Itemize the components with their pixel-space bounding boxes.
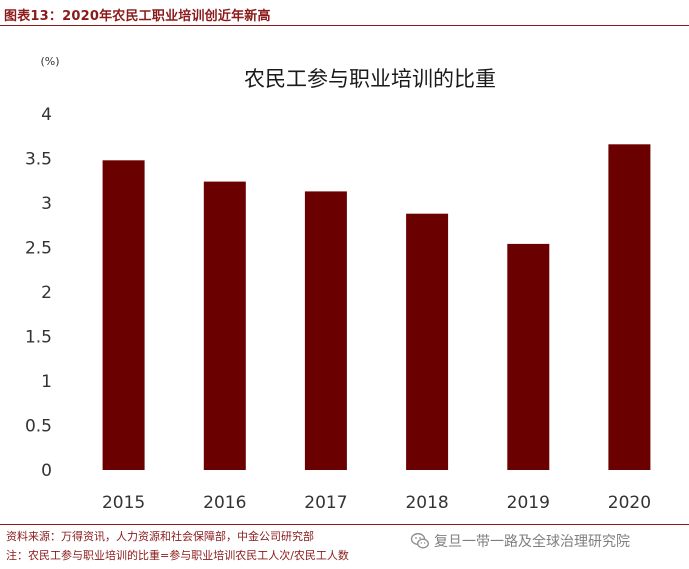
x-tick-label: 2018 bbox=[405, 493, 448, 513]
x-tick-label: 2020 bbox=[608, 493, 651, 513]
header-divider bbox=[0, 25, 689, 26]
x-tick-label: 2019 bbox=[507, 493, 550, 513]
x-tick-label: 2016 bbox=[203, 493, 246, 513]
y-tick-label: 3.5 bbox=[25, 150, 52, 170]
bar-2019 bbox=[507, 243, 550, 470]
y-tick-label: 4 bbox=[41, 105, 52, 125]
source-note: 资料来源：万得资讯，人力资源和社会保障部，中金公司研究部 bbox=[6, 530, 314, 543]
y-tick-label: 3 bbox=[41, 194, 52, 214]
figure-title: 图表13：2020年农民工职业培训创近年新高 bbox=[4, 9, 271, 24]
watermark-text: 复旦一带一路及全球治理研究院 bbox=[434, 534, 630, 550]
x-tick-labels: 2015 2016 2017 2018 2019 2020 bbox=[102, 493, 651, 513]
y-tick-label: 0 bbox=[41, 461, 52, 481]
y-tick-labels: 0 0.5 1 1.5 2 2.5 3 3.5 4 bbox=[25, 105, 52, 481]
footer-divider bbox=[0, 524, 689, 525]
bar-2018 bbox=[406, 213, 449, 470]
x-tick-label: 2015 bbox=[102, 493, 145, 513]
y-tick-label: 1.5 bbox=[25, 328, 52, 348]
y-tick-label: 2 bbox=[41, 283, 52, 303]
bar-2020 bbox=[608, 144, 651, 471]
x-tick-label: 2017 bbox=[304, 493, 347, 513]
y-tick-label: 1 bbox=[41, 372, 52, 392]
y-tick-label: 0.5 bbox=[25, 417, 52, 437]
wechat-icon bbox=[410, 533, 429, 549]
bar-2016 bbox=[203, 181, 246, 470]
y-unit-label: (%) bbox=[40, 55, 59, 68]
bars-group bbox=[102, 144, 651, 471]
watermark: 复旦一带一路及全球治理研究院 bbox=[410, 529, 630, 553]
figure-header: 图表13：2020年农民工职业培训创近年新高 bbox=[0, 0, 689, 26]
bar-2015 bbox=[102, 160, 145, 471]
chart-title: 农民工参与职业培训的比重 bbox=[244, 67, 496, 91]
bar-chart: 农民工参与职业培训的比重 (%) 00.511.522.533.54 2015 2… bbox=[25, 55, 651, 513]
formula-note: 注：农民工参与职业培训的比重=参与职业培训农民工人次/农民工人数 bbox=[6, 549, 349, 562]
bar-2017 bbox=[304, 191, 347, 470]
y-tick-label: 2.5 bbox=[25, 239, 52, 259]
